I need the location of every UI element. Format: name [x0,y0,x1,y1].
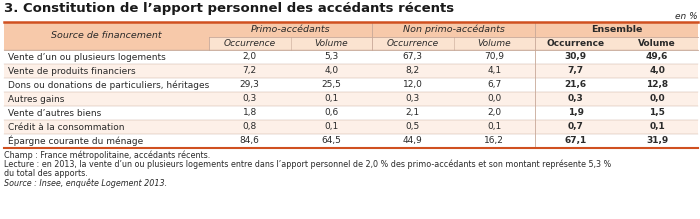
Text: 0,1: 0,1 [487,122,501,131]
Text: 67,3: 67,3 [402,53,423,62]
Text: 64,5: 64,5 [321,136,341,145]
Text: 25,5: 25,5 [321,81,341,90]
Text: 2,0: 2,0 [487,108,501,118]
Text: 2,0: 2,0 [243,53,257,62]
Text: en %: en % [676,12,698,21]
Bar [4,78,698,92]
Text: Ensemble: Ensemble [591,25,642,34]
Text: Non primo-accédants: Non primo-accédants [402,25,505,34]
Text: 12,0: 12,0 [402,81,423,90]
Text: 3. Constitution de l’apport personnel des accédants récents: 3. Constitution de l’apport personnel de… [4,2,454,15]
Text: 0,1: 0,1 [650,122,665,131]
Text: Volume: Volume [638,39,676,48]
Text: 1,8: 1,8 [243,108,257,118]
Text: Vente de produits financiers: Vente de produits financiers [8,67,136,76]
Text: 49,6: 49,6 [646,53,668,62]
Text: 0,0: 0,0 [487,95,501,104]
Text: 30,9: 30,9 [565,53,587,62]
Text: 4,1: 4,1 [487,67,501,76]
Text: 0,0: 0,0 [650,95,665,104]
Text: 4,0: 4,0 [650,67,665,76]
Text: 0,7: 0,7 [568,122,584,131]
Bar [4,64,698,78]
Text: 0,1: 0,1 [324,95,338,104]
Text: 1,5: 1,5 [650,108,665,118]
Text: 44,9: 44,9 [403,136,423,145]
Text: 5,3: 5,3 [324,53,338,62]
Text: Crédit à la consommation: Crédit à la consommation [8,122,125,131]
Text: du total des apports.: du total des apports. [4,169,88,178]
Text: 2,1: 2,1 [406,108,420,118]
Text: 6,7: 6,7 [487,81,501,90]
Bar [4,92,698,106]
Text: 0,5: 0,5 [405,122,420,131]
Text: 7,7: 7,7 [568,67,584,76]
Bar [209,22,372,37]
Text: 1,9: 1,9 [568,108,584,118]
Text: Autres gains: Autres gains [8,95,64,104]
Text: Dons ou donations de particuliers, héritages: Dons ou donations de particuliers, hérit… [8,80,209,90]
Bar [4,120,698,134]
Text: 0,3: 0,3 [405,95,420,104]
Text: Occurrence: Occurrence [386,39,439,48]
Text: Champ : France métropolitaine, accédants récents.: Champ : France métropolitaine, accédants… [4,150,210,159]
Text: 12,8: 12,8 [646,81,668,90]
Bar [4,50,698,64]
Text: 29,3: 29,3 [240,81,260,90]
Text: Source de financement: Source de financement [51,32,162,41]
Text: 0,8: 0,8 [243,122,257,131]
Text: 0,3: 0,3 [568,95,584,104]
Bar [372,22,535,37]
Text: Primo-accédants: Primo-accédants [251,25,330,34]
Text: Épargne courante du ménage: Épargne courante du ménage [8,136,143,146]
Text: Volume: Volume [314,39,348,48]
Text: Source : Insee, enquête Logement 2013.: Source : Insee, enquête Logement 2013. [4,178,167,188]
Text: 21,6: 21,6 [565,81,587,90]
Text: 0,3: 0,3 [243,95,257,104]
Text: 0,6: 0,6 [324,108,338,118]
Text: 8,2: 8,2 [406,67,420,76]
Text: 7,2: 7,2 [243,67,257,76]
Text: 16,2: 16,2 [484,136,504,145]
Text: Volume: Volume [477,39,511,48]
Text: Occurrence: Occurrence [547,39,605,48]
Text: Occurrence: Occurrence [224,39,276,48]
Text: Vente d’un ou plusieurs logements: Vente d’un ou plusieurs logements [8,53,166,62]
Text: 70,9: 70,9 [484,53,504,62]
Text: 4,0: 4,0 [324,67,338,76]
Bar [4,22,698,50]
Text: 84,6: 84,6 [240,136,260,145]
Text: Vente d’autres biens: Vente d’autres biens [8,108,101,118]
Bar [4,134,698,148]
Text: 31,9: 31,9 [646,136,668,145]
Text: 0,1: 0,1 [324,122,338,131]
Text: Lecture : en 2013, la vente d’un ou plusieurs logements entre dans l’apport pers: Lecture : en 2013, la vente d’un ou plus… [4,159,611,169]
Bar [4,22,209,50]
Bar [535,22,698,37]
Text: 67,1: 67,1 [565,136,587,145]
Bar [4,106,698,120]
